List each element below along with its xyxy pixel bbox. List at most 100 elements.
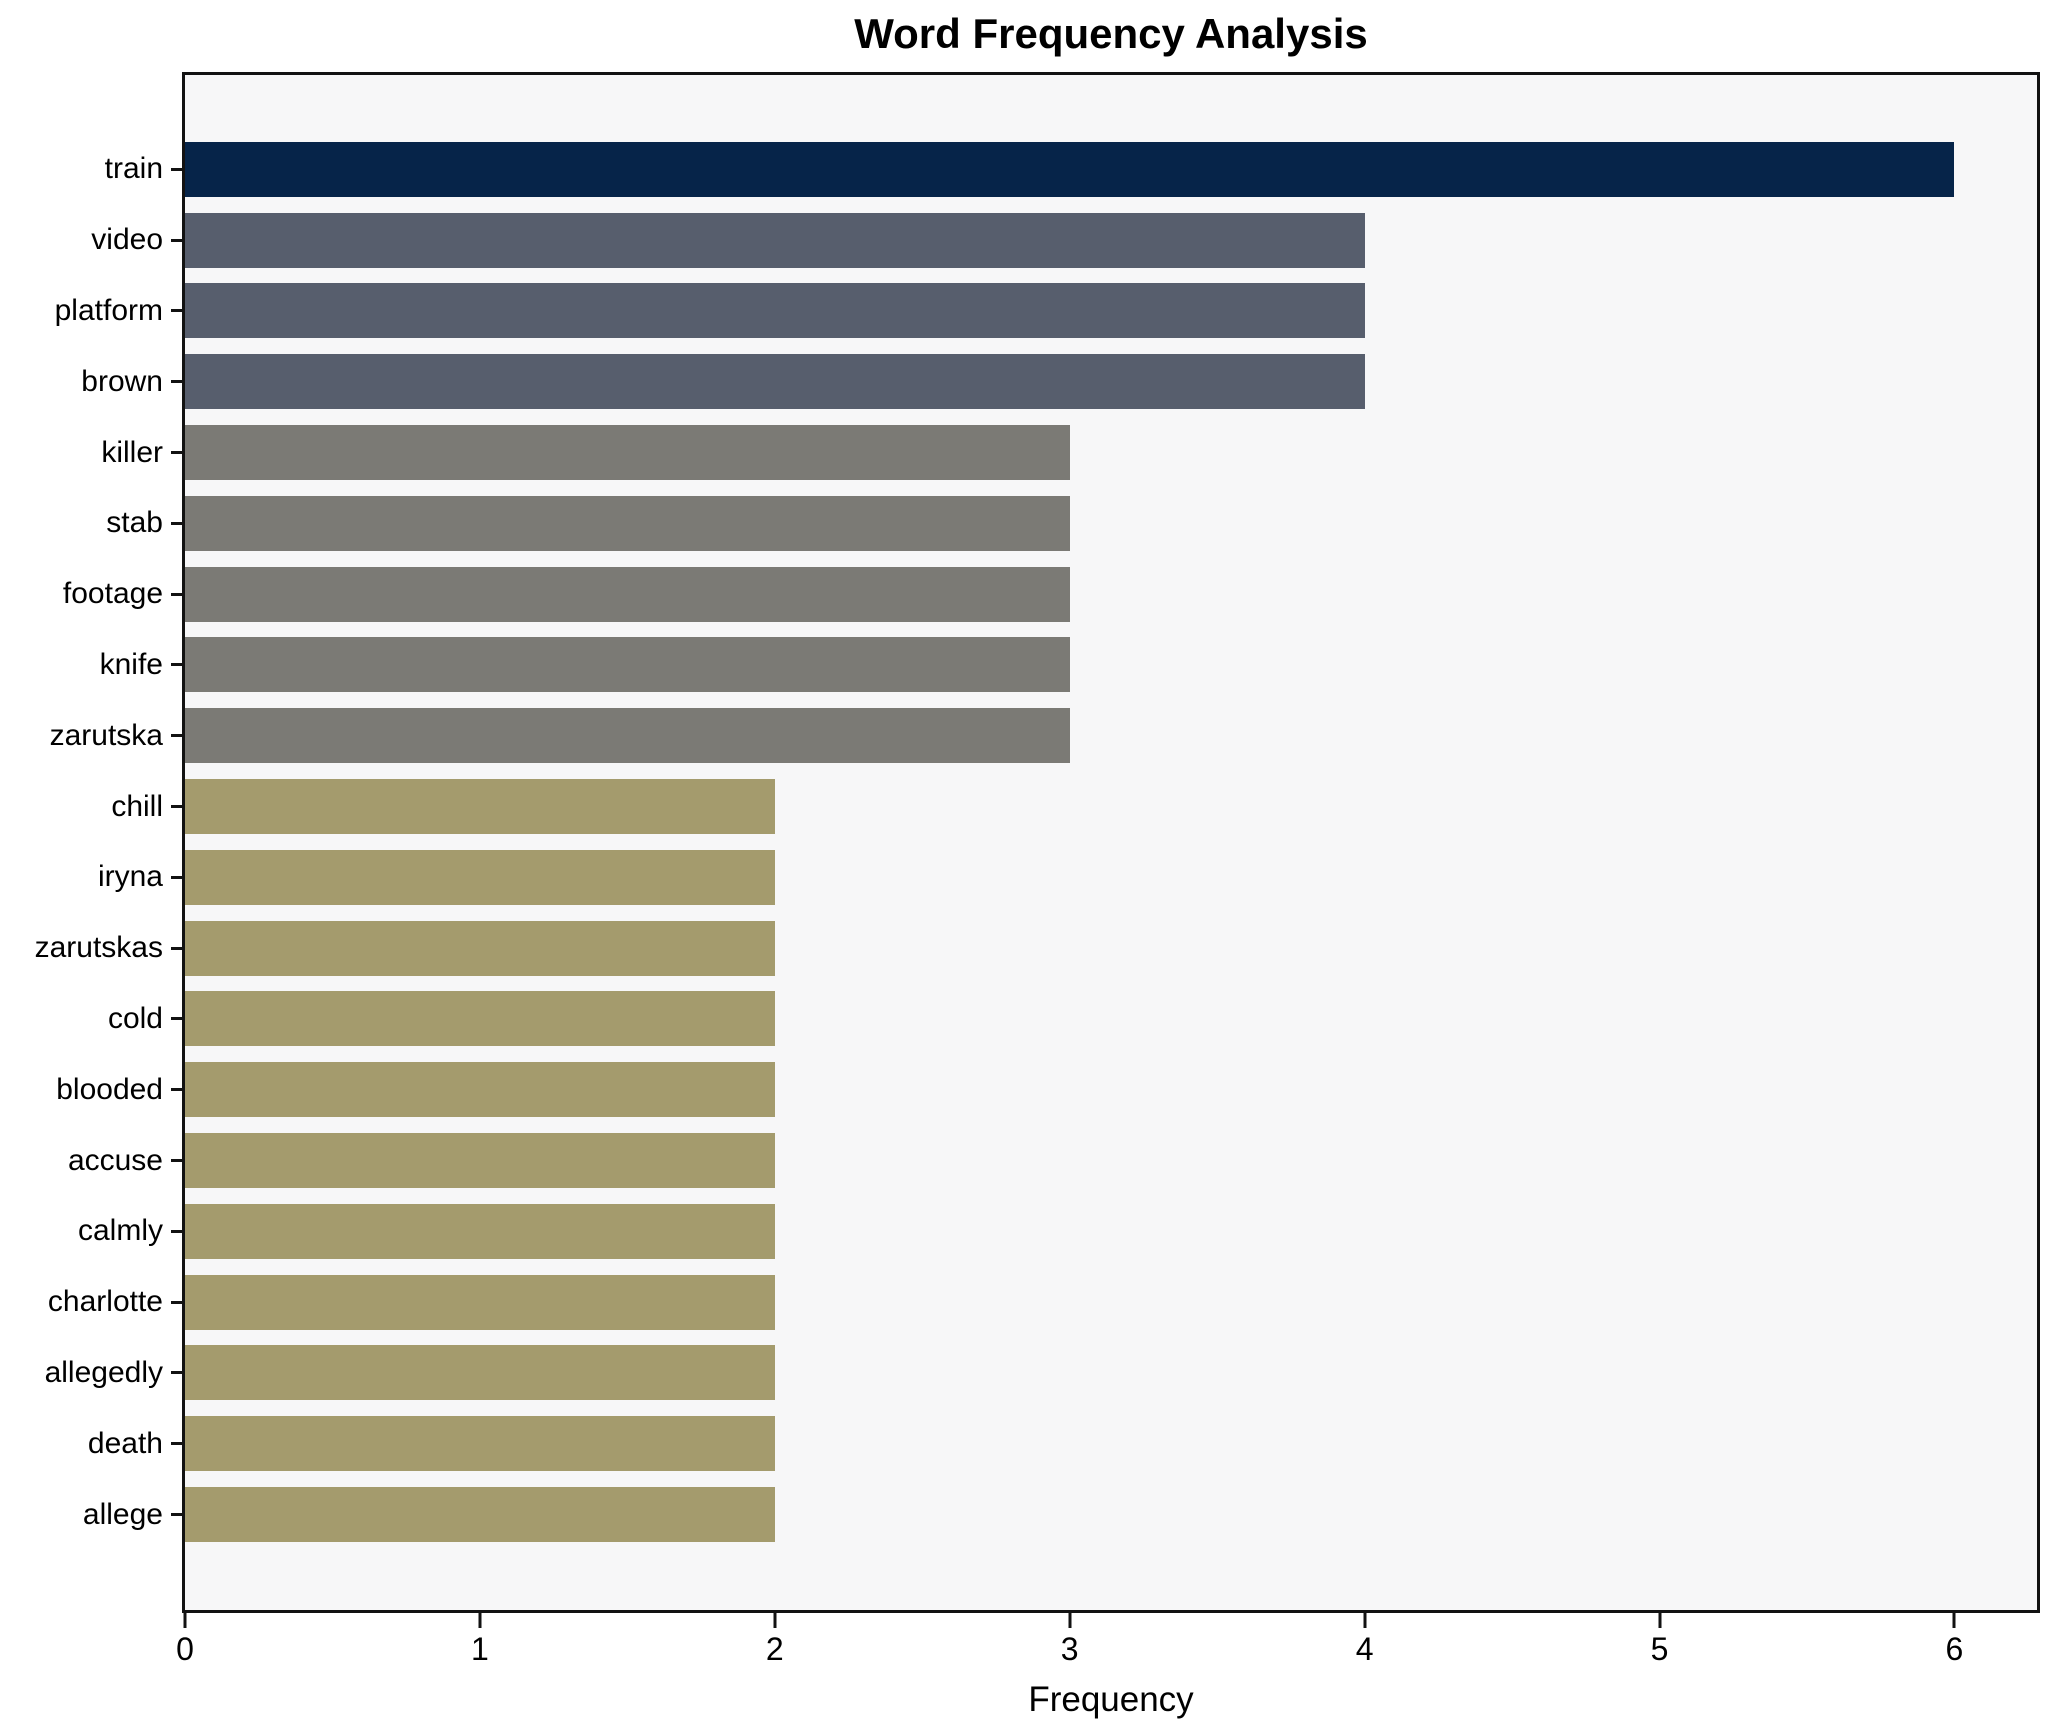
bar <box>185 1133 775 1189</box>
bar-row <box>185 700 2037 771</box>
y-tick-label: iryna <box>97 860 163 894</box>
y-tick: brown <box>0 346 182 417</box>
y-tick-mark <box>171 1300 182 1304</box>
y-tick-mark <box>171 1088 182 1092</box>
y-tick-mark <box>171 1017 182 1021</box>
x-axis-title: Frequency <box>1028 1680 1194 1719</box>
y-tick-label: allege <box>82 1497 163 1531</box>
bar <box>185 920 775 976</box>
y-tick: killer <box>0 417 182 488</box>
y-tick: knife <box>0 630 182 701</box>
x-axis: 0 1 2 3 4 5 6 <box>176 1613 2040 1683</box>
bar-row <box>185 1408 2037 1479</box>
y-tick-mark <box>171 380 182 384</box>
y-tick: zarutska <box>0 700 182 771</box>
y-tick: chill <box>0 771 182 842</box>
y-tick-label: accuse <box>67 1143 163 1177</box>
y-tick-mark <box>171 521 182 525</box>
y-tick-label: killer <box>101 435 163 469</box>
bar-row <box>185 276 2037 347</box>
y-tick-mark <box>171 1229 182 1233</box>
chart-title: Word Frequency Analysis <box>854 10 1368 57</box>
bar <box>185 566 1070 622</box>
y-tick-label: death <box>87 1426 163 1460</box>
bar-row <box>185 771 2037 842</box>
y-tick: death <box>0 1408 182 1479</box>
y-tick-mark <box>171 1513 182 1517</box>
y-tick: train <box>0 134 182 205</box>
bar-row <box>185 559 2037 630</box>
y-tick: allegedly <box>0 1338 182 1409</box>
bar <box>185 849 775 905</box>
y-tick-mark <box>171 875 182 879</box>
y-tick-label: chill <box>111 789 163 823</box>
bar <box>185 354 1365 410</box>
x-tick-mark <box>478 1613 482 1628</box>
x-tick-label: 4 <box>1355 1631 1374 1667</box>
x-tick-mark <box>1363 1613 1367 1628</box>
plot-area <box>182 72 2040 1613</box>
bar <box>185 1274 775 1330</box>
x-tick-mark <box>773 1613 777 1628</box>
y-tick-label: footage <box>62 577 163 611</box>
bar-row <box>185 1267 2037 1338</box>
bar-row <box>185 842 2037 913</box>
y-tick: stab <box>0 488 182 559</box>
bar-row <box>185 1196 2037 1267</box>
x-tick-label: 6 <box>1945 1631 1964 1667</box>
y-tick: cold <box>0 984 182 1055</box>
bars-container <box>185 134 2037 1550</box>
bar <box>185 283 1365 339</box>
x-tick-mark <box>1658 1613 1662 1628</box>
bar <box>185 1416 775 1472</box>
y-tick-label: platform <box>54 293 163 327</box>
y-axis-labels: train video platform brown killer stab footage… <box>0 134 182 1550</box>
x-tick-label: 0 <box>176 1631 194 1667</box>
bar-row <box>185 205 2037 276</box>
y-tick-label: video <box>91 223 163 257</box>
bar <box>185 1345 775 1401</box>
y-tick-label: blooded <box>56 1072 163 1106</box>
y-tick: accuse <box>0 1125 182 1196</box>
y-tick: blooded <box>0 1054 182 1125</box>
y-tick-label: knife <box>99 647 163 681</box>
y-tick-label: cold <box>107 1001 163 1035</box>
y-tick-label: brown <box>81 364 163 398</box>
bar <box>185 141 1955 197</box>
bar-row <box>185 134 2037 205</box>
bar-row <box>185 1479 2037 1550</box>
y-tick: platform <box>0 276 182 347</box>
y-tick: allege <box>0 1479 182 1550</box>
y-tick-mark <box>171 1442 182 1446</box>
bar <box>185 1203 775 1259</box>
bar-row <box>185 1054 2037 1125</box>
y-tick-mark <box>171 592 182 596</box>
y-tick-mark <box>171 451 182 455</box>
y-tick-label: zarutska <box>49 718 163 752</box>
y-tick-mark <box>171 1159 182 1163</box>
y-tick-label: charlotte <box>47 1285 163 1319</box>
y-tick-mark <box>171 238 182 242</box>
y-tick-mark <box>171 734 182 738</box>
bar-row <box>185 984 2037 1055</box>
bar <box>185 495 1070 551</box>
y-tick: calmly <box>0 1196 182 1267</box>
bar <box>185 708 1070 764</box>
x-tick-mark <box>183 1613 187 1628</box>
y-tick-label: stab <box>106 506 163 540</box>
x-tick-label: 5 <box>1650 1631 1669 1667</box>
bar-row <box>185 1338 2037 1409</box>
y-tick: charlotte <box>0 1267 182 1338</box>
y-tick: zarutskas <box>0 913 182 984</box>
y-tick-label: zarutskas <box>34 931 163 965</box>
bar-row <box>185 417 2037 488</box>
x-tick-label: 3 <box>1060 1631 1079 1667</box>
bar <box>185 1487 775 1543</box>
y-tick-label: train <box>104 152 163 186</box>
y-tick: footage <box>0 559 182 630</box>
bar <box>185 1062 775 1118</box>
bar <box>185 425 1070 481</box>
y-tick-mark <box>171 1371 182 1375</box>
bar-row <box>185 913 2037 984</box>
